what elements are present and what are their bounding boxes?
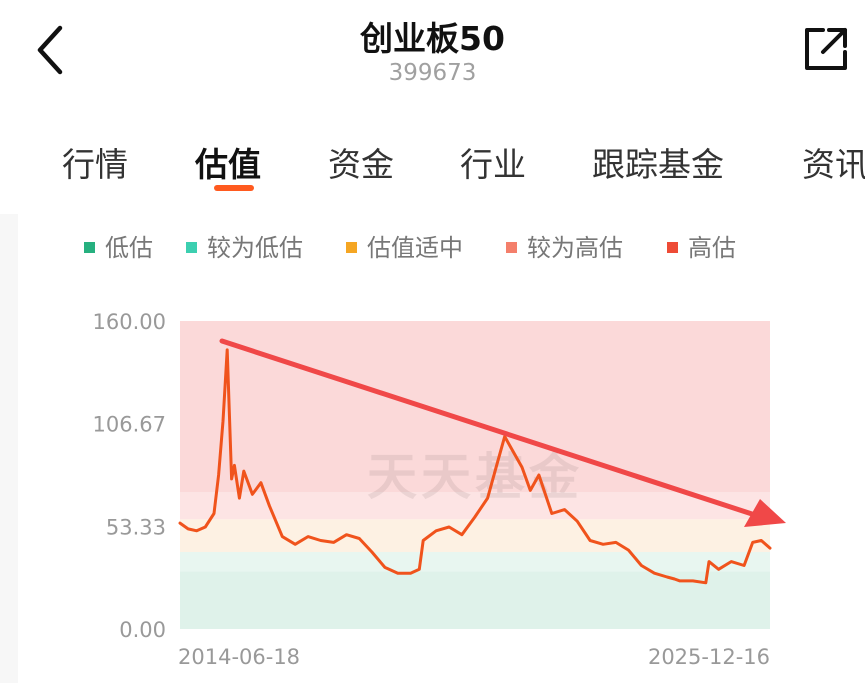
legend-item-slightly-undervalued: 较为低估 — [186, 228, 303, 263]
legend-swatch — [506, 241, 517, 253]
legend-swatch — [346, 241, 357, 253]
legend-label: 估值适中 — [367, 234, 463, 262]
tab-bar: 行情 估值 资金 行业 跟踪基金 资讯 — [0, 128, 865, 200]
tab-tracking-funds[interactable]: 跟踪基金 — [592, 145, 724, 184]
legend-label: 较为高估 — [527, 234, 623, 262]
back-button[interactable] — [28, 22, 80, 78]
page-title: 创业板50 — [360, 19, 505, 58]
index-code: 399673 — [388, 60, 477, 86]
active-tab-indicator — [214, 185, 254, 191]
share-button[interactable] — [799, 22, 853, 76]
valuation-panel — [0, 214, 865, 683]
share-external-icon — [805, 28, 847, 70]
legend-swatch — [186, 241, 197, 253]
chevron-left-icon — [37, 25, 63, 75]
top-bar: 创业板50 399673 — [0, 0, 865, 110]
chart-legend: 低估 较为低估 估值适中 较为高估 高估 — [0, 228, 865, 262]
legend-swatch — [667, 241, 678, 253]
chart-card — [18, 214, 865, 683]
tab-quote[interactable]: 行情 — [62, 145, 128, 184]
legend-swatch — [84, 241, 95, 253]
legend-item-overvalued: 高估 — [667, 228, 736, 263]
legend-label: 较为低估 — [207, 234, 303, 262]
tab-valuation[interactable]: 估值 — [195, 145, 261, 184]
tab-industry[interactable]: 行业 — [460, 145, 526, 184]
tab-funds[interactable]: 资金 — [328, 145, 394, 184]
legend-item-fair: 估值适中 — [346, 228, 463, 263]
legend-label: 低估 — [105, 234, 153, 262]
legend-item-undervalued: 低估 — [84, 228, 153, 263]
tab-news[interactable]: 资讯 — [802, 145, 865, 184]
legend-item-slightly-overvalued: 较为高估 — [506, 228, 623, 263]
legend-label: 高估 — [688, 234, 736, 262]
